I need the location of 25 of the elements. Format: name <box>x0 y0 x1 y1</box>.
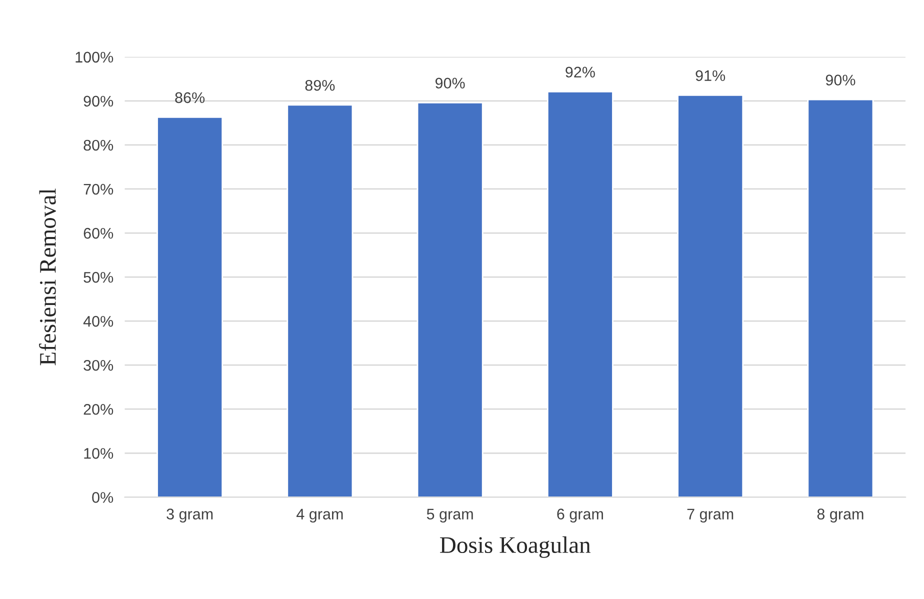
y-tick-label: 60% <box>84 228 114 239</box>
data-label: 89% <box>305 80 335 91</box>
data-label: 90% <box>435 78 465 89</box>
x-tick-label: 7 gram <box>687 508 734 523</box>
data-label: 92% <box>566 66 595 78</box>
x-tick-label: 4 gram <box>296 508 343 523</box>
data-label: 90% <box>826 74 856 86</box>
y-tick-label: 80% <box>84 140 114 151</box>
y-tick-label: 40% <box>83 316 114 327</box>
y-tick-label: 90% <box>84 96 114 107</box>
y-tick-label: 50% <box>84 272 114 283</box>
y-tick-label: 100% <box>76 52 114 63</box>
y-axis-title: Efesiensi Removal <box>39 188 56 366</box>
y-tick-label: 10% <box>84 448 114 459</box>
y-tick-label: 30% <box>84 360 114 371</box>
data-label: 86% <box>175 92 205 104</box>
data-label: 91% <box>696 70 726 82</box>
y-tick-label: 70% <box>84 184 114 195</box>
x-tick-label: 5 gram <box>426 508 473 523</box>
x-tick-label: 3 gram <box>166 508 213 523</box>
x-axis-title: Dosis Koagulan <box>440 536 591 558</box>
x-tick-label: 6 gram <box>557 508 603 523</box>
x-tick-label: 8 gram <box>817 508 864 523</box>
y-tick-label: 0% <box>92 492 114 503</box>
y-tick-label: 20% <box>84 404 114 415</box>
